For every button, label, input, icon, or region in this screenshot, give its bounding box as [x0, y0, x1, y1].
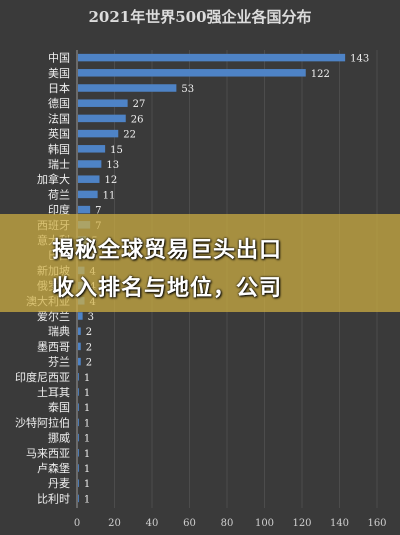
value-label: 1 [84, 418, 90, 429]
bar [78, 479, 79, 487]
category-label: 英国 [48, 127, 70, 141]
bar [78, 99, 128, 107]
category-label: 德国 [48, 96, 70, 110]
value-label: 2 [86, 327, 92, 338]
bar [78, 449, 79, 457]
category-label: 沙特阿拉伯 [15, 415, 70, 429]
bar [78, 205, 91, 214]
x-tick-label: 80 [221, 518, 234, 529]
bar [78, 494, 79, 503]
value-label: 143 [350, 54, 369, 65]
bar [78, 84, 177, 92]
category-label: 卢森堡 [37, 461, 70, 475]
bar [78, 175, 100, 183]
value-label: 1 [84, 373, 90, 384]
category-label: 印度 [48, 203, 70, 217]
category-label: 芬兰 [48, 356, 70, 369]
bar [78, 160, 102, 168]
bar [78, 53, 346, 62]
x-tick-label: 0 [74, 518, 80, 529]
overlay-headline: 揭秘全球贸易巨头出口 收入排名与地位，公司 [0, 232, 400, 308]
x-tick-label: 20 [108, 518, 121, 529]
category-label: 印度尼西亚 [15, 370, 70, 384]
bar [78, 327, 81, 335]
category-label: 爱尔兰 [37, 310, 70, 323]
bar [78, 433, 79, 442]
value-label: 1 [84, 479, 90, 490]
category-label: 丹麦 [48, 477, 70, 490]
x-tick-label: 140 [330, 518, 349, 529]
value-label: 122 [311, 69, 330, 80]
chart-title: 2021年世界500强企业各国分布 [88, 8, 312, 26]
bar [78, 129, 119, 138]
x-tick-label: 120 [292, 518, 311, 529]
value-label: 2 [86, 342, 92, 353]
bar [78, 373, 79, 381]
category-label: 中国 [48, 52, 70, 65]
category-label: 瑞士 [48, 157, 70, 171]
category-label: 泰国 [48, 400, 70, 414]
value-label: 1 [84, 388, 90, 399]
value-label: 1 [84, 464, 90, 475]
bar [78, 418, 79, 427]
value-label: 2 [86, 358, 92, 369]
value-label: 12 [105, 175, 118, 186]
value-label: 26 [131, 114, 144, 125]
headline-line-2: 收入排名与地位，公司 [52, 276, 283, 301]
x-tick-label: 40 [146, 518, 159, 529]
bar [78, 403, 79, 411]
category-label: 日本 [48, 81, 70, 95]
value-label: 1 [84, 434, 90, 445]
category-label: 挪威 [48, 431, 70, 445]
bar [78, 357, 81, 366]
x-tick-label: 60 [183, 518, 196, 529]
bar [78, 312, 83, 320]
category-label: 韩国 [48, 142, 70, 156]
value-label: 15 [110, 145, 123, 156]
category-label: 马来西亚 [26, 447, 70, 460]
overlay-banner [0, 214, 400, 312]
value-label: 27 [133, 99, 146, 110]
bar [78, 145, 106, 153]
value-label: 7 [95, 206, 101, 217]
category-label: 土耳其 [37, 386, 70, 399]
value-label: 11 [103, 190, 116, 201]
bar [78, 190, 98, 199]
x-tick-labels: 0 20 40 60 80 100 120 140 160 [74, 518, 387, 529]
value-label: 53 [181, 84, 194, 95]
value-label: 1 [84, 494, 90, 505]
value-label: 1 [84, 403, 90, 414]
bar [78, 342, 81, 351]
value-label: 3 [88, 312, 94, 323]
category-label: 美国 [48, 67, 70, 80]
bar [78, 388, 79, 396]
value-label: 13 [106, 160, 119, 171]
value-label: 1 [84, 449, 90, 460]
bar [78, 69, 306, 77]
bar [78, 464, 79, 472]
category-label: 法国 [48, 111, 70, 125]
category-label: 比利时 [37, 492, 70, 505]
category-label: 加拿大 [37, 172, 70, 186]
category-label: 荷兰 [48, 188, 70, 201]
category-label: 瑞典 [48, 324, 70, 338]
headline-line-1: 揭秘全球贸易巨头出口 [52, 238, 283, 263]
category-label: 墨西哥 [37, 340, 70, 353]
x-tick-label: 160 [367, 518, 386, 529]
bar [78, 114, 126, 123]
value-label: 22 [123, 130, 136, 141]
x-tick-label: 100 [255, 518, 274, 529]
